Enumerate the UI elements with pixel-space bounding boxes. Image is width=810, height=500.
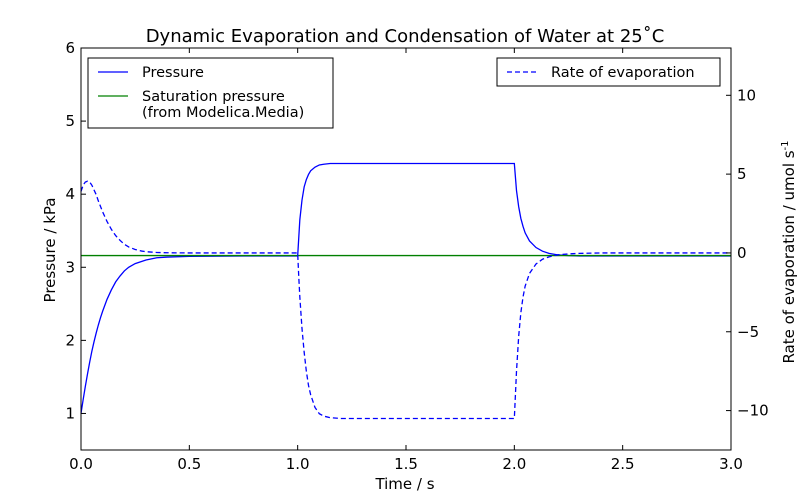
legend-top-left: Pressure Saturation pressure(from Modelic…	[87, 57, 334, 129]
y2-tick-label: 0	[737, 244, 747, 262]
y2-tick-label: −10	[737, 402, 769, 420]
series-line-2	[80, 180, 731, 420]
legend-box	[87, 57, 334, 129]
y-tick-label: 3	[65, 258, 75, 276]
y-tick-label: 1	[65, 404, 75, 422]
chart-title: Dynamic Evaporation and Condensation of …	[146, 26, 665, 47]
y2-tick-label: −5	[737, 323, 759, 341]
x-tick-label: 2.5	[611, 455, 635, 473]
y-tick-label: 6	[65, 39, 75, 57]
x-tick-label: 0.5	[177, 455, 201, 473]
legend-label: Saturation pressure	[142, 89, 285, 105]
y-axis-label: Pressure / kPa	[41, 198, 59, 303]
x-tick-label: 2.0	[502, 455, 526, 473]
plot-lines	[80, 162, 731, 420]
legend-label: (from Modelica.Media)	[142, 105, 304, 121]
legend-label: Rate of evaporation	[551, 65, 695, 81]
y2-axis-label: Rate of evaporation / umol s-1	[780, 140, 798, 363]
y-tick-label: 5	[65, 112, 75, 130]
y2-tick-label: 5	[737, 165, 747, 183]
x-tick-label: 0.0	[69, 455, 93, 473]
y2-axis-label-exponent: -1	[780, 140, 791, 150]
series-line-0	[80, 162, 731, 414]
y-axis-ticks: 1 2 3 4 5 6	[65, 39, 86, 422]
legend-label: Pressure	[142, 65, 204, 81]
x-axis-label: Time / s	[374, 475, 434, 493]
legends: Pressure Saturation pressure(from Modelic…	[87, 57, 721, 129]
y-tick-label: 2	[65, 331, 75, 349]
y2-axis-label-main: Rate of evaporation / umol s	[780, 150, 798, 363]
x-tick-label: 1.5	[394, 455, 418, 473]
y2-axis-ticks: −10 −5 0 5 10	[726, 86, 769, 420]
y2-tick-label: 10	[737, 86, 756, 104]
x-axis-ticks: 0.0 0.5 1.0 1.5 2.0 2.5 3.0	[69, 48, 743, 473]
x-tick-label: 3.0	[719, 455, 743, 473]
x-tick-label: 1.0	[286, 455, 310, 473]
legend-top-right: Rate of evaporation	[496, 57, 721, 87]
y-tick-label: 4	[65, 185, 75, 203]
